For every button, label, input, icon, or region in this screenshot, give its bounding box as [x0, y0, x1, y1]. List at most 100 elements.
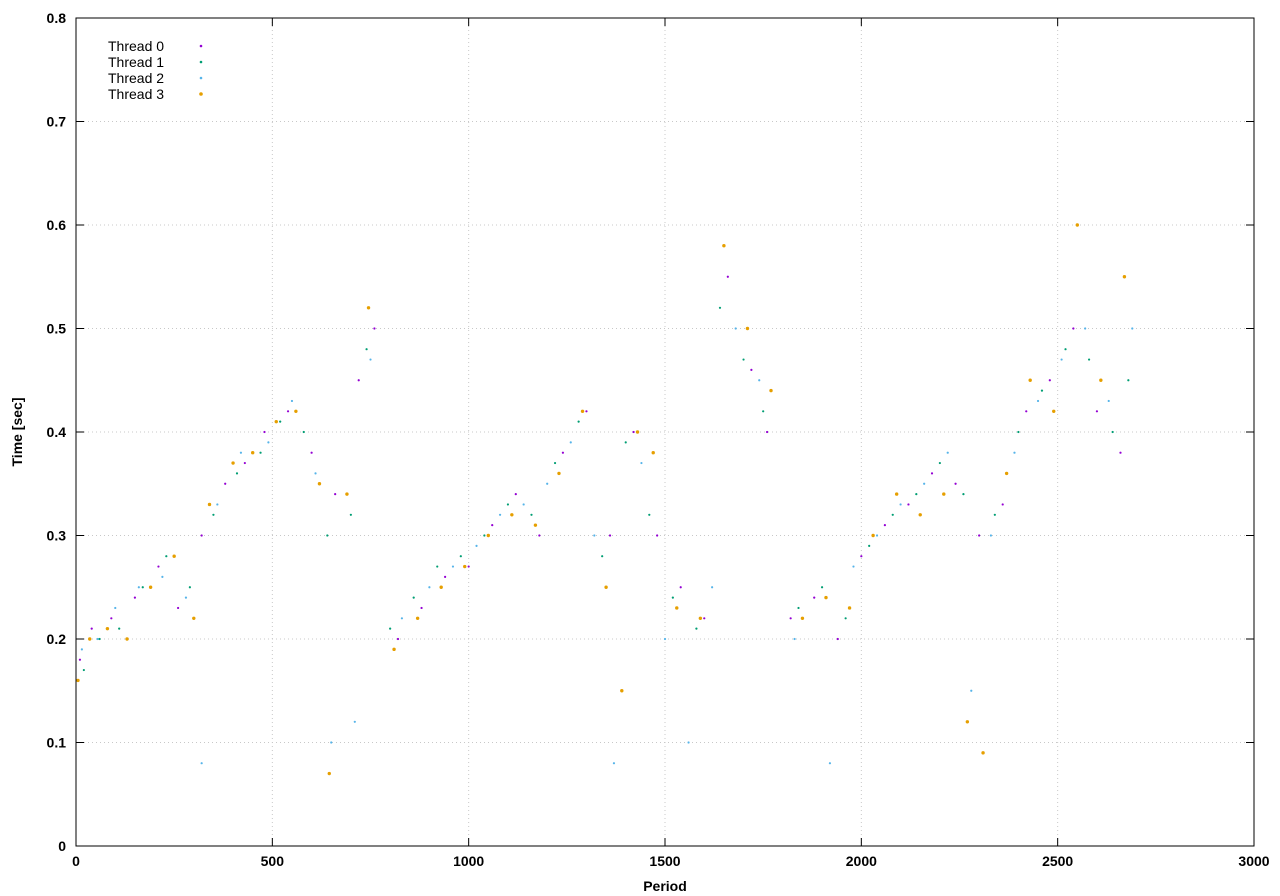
data-point [875, 534, 879, 537]
data-point [1075, 223, 1080, 227]
legend-entry-label: Thread 1 [108, 54, 164, 70]
data-point [797, 606, 800, 610]
data-point [612, 762, 616, 765]
data-point [200, 762, 203, 765]
series-3 [76, 223, 1127, 776]
data-point [184, 596, 188, 599]
data-point [569, 441, 572, 444]
series-1 [82, 306, 1130, 672]
data-point [451, 565, 455, 568]
data-point [207, 502, 212, 507]
data-point [671, 596, 674, 599]
y-tick-label: 0.8 [47, 10, 67, 26]
data-point [522, 503, 525, 506]
data-point [907, 503, 910, 506]
data-point [118, 627, 121, 630]
data-point [200, 534, 203, 537]
y-tick-label: 0.1 [47, 735, 67, 751]
data-point [734, 327, 737, 330]
data-point [392, 647, 396, 652]
data-point [334, 493, 337, 496]
data-point [224, 482, 227, 485]
data-point [412, 596, 415, 599]
data-point [188, 586, 191, 589]
data-point [946, 451, 949, 454]
data-point [962, 493, 965, 496]
data-point [1028, 378, 1032, 382]
data-point [161, 575, 164, 579]
data-point [1127, 379, 1130, 382]
legend-entry-marker [199, 92, 203, 96]
data-point [314, 472, 317, 475]
data-point [750, 368, 753, 371]
data-point [640, 461, 643, 465]
data-point [836, 637, 839, 641]
grid [76, 18, 1254, 846]
data-point [317, 482, 322, 486]
data-point [758, 379, 761, 382]
legend-entry-marker [199, 44, 203, 48]
data-point [157, 565, 160, 568]
data-point [844, 617, 847, 620]
data-point [820, 586, 824, 589]
data-points [76, 223, 1134, 776]
data-point [635, 430, 640, 434]
data-point [663, 637, 667, 641]
data-point [514, 493, 517, 496]
data-point [828, 762, 832, 765]
data-point [722, 244, 726, 248]
data-point [538, 534, 541, 537]
data-point [510, 513, 514, 517]
data-point [467, 565, 470, 568]
data-point [310, 451, 313, 454]
data-point [137, 586, 140, 589]
data-point [373, 327, 376, 330]
data-point [365, 348, 368, 351]
series-0 [78, 275, 1122, 661]
data-point [1111, 430, 1114, 434]
data-point [133, 596, 136, 599]
legend-entry-marker [199, 76, 203, 80]
y-tick-label: 0.6 [47, 217, 67, 233]
data-point [90, 627, 93, 630]
data-point [389, 627, 392, 630]
data-point [366, 306, 371, 310]
data-point [463, 564, 467, 569]
data-point [486, 533, 490, 538]
data-point [533, 523, 538, 527]
data-point [1072, 327, 1075, 330]
data-point [483, 534, 486, 537]
x-tick-label: 2000 [846, 853, 877, 869]
data-point [632, 430, 635, 434]
data-point [1119, 451, 1122, 454]
data-point [546, 482, 549, 485]
legend-entry-marker [199, 60, 203, 64]
legend-entry-label: Thread 2 [108, 70, 164, 86]
x-tick-label: 3000 [1238, 853, 1269, 869]
data-point [656, 534, 659, 537]
data-point [1122, 275, 1127, 279]
data-point [239, 451, 243, 454]
data-point [698, 616, 703, 620]
data-point [769, 388, 773, 393]
data-point [212, 513, 215, 516]
data-point [726, 275, 729, 278]
data-point [918, 513, 922, 517]
data-point [899, 503, 902, 506]
data-point [868, 544, 871, 547]
x-tick-label: 0 [72, 853, 80, 869]
data-point [251, 451, 255, 455]
y-tick-label: 0 [58, 838, 66, 854]
data-point [428, 586, 431, 589]
data-point [624, 441, 627, 444]
data-point [259, 451, 262, 454]
data-point [923, 482, 926, 485]
data-point [789, 617, 792, 620]
legend-entry-label: Thread 0 [108, 38, 164, 54]
data-point [110, 617, 113, 620]
data-point [396, 637, 400, 641]
data-point [294, 409, 298, 413]
data-point [860, 555, 863, 558]
y-axis-label: Time [sec] [9, 398, 25, 467]
